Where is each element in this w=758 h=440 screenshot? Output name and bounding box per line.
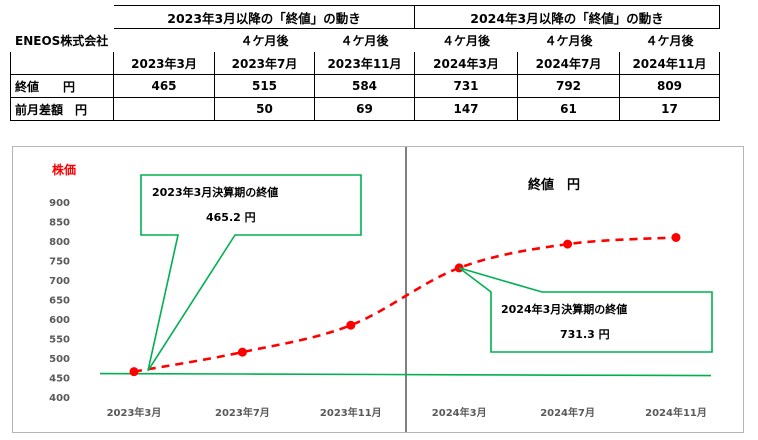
- diff-value: 50: [214, 97, 315, 121]
- close-value: 465: [113, 74, 215, 98]
- table-after-row: ENEOS株式会社 ４ケ月後 ４ケ月後 ４ケ月後 ４ケ月後 ４ケ月後: [11, 29, 720, 52]
- x-tick-label: 2024年11月: [645, 406, 707, 419]
- y-tick-label: 850: [49, 218, 70, 229]
- diff-value: 61: [517, 97, 620, 121]
- table-header-row: 2023年3月以降の「終値」の動き 2024年3月以降の「終値」の動き: [11, 5, 720, 29]
- table-row-diff: 前月差額 円 50 69 147 61 17: [10, 97, 720, 121]
- y-tick-label: 700: [49, 276, 70, 287]
- diff-value: 17: [619, 97, 720, 121]
- price-point: [346, 320, 356, 330]
- row-label-diff: 前月差額 円: [10, 97, 114, 121]
- callout-2024-box: [458, 267, 713, 353]
- y-tick-label: 600: [49, 315, 70, 326]
- callout-2023-box: [140, 174, 362, 372]
- after-label: ４ケ月後: [645, 33, 694, 48]
- price-table: 2023年3月以降の「終値」の動き 2024年3月以降の「終値」の動き ENEO…: [10, 5, 720, 121]
- chart-title: 終値 円: [528, 177, 580, 193]
- callout-2023-title: 2023年3月決算期の終値: [152, 185, 278, 199]
- month-header: 2023年7月: [214, 51, 315, 75]
- after-label: ４ケ月後: [240, 33, 289, 48]
- group-header-2024: 2024年3月以降の「終値」の動き: [414, 5, 720, 29]
- x-tick-label: 2024年7月: [540, 406, 595, 419]
- callout-2023-value: 465.2 円: [206, 211, 256, 224]
- month-header: 2023年3月: [113, 51, 215, 75]
- y-tick-label: 450: [49, 374, 70, 385]
- close-value: 584: [314, 74, 415, 98]
- table-row-close: 終値 円 465 515 584 731 792 809: [10, 74, 720, 98]
- price-point: [237, 347, 247, 357]
- month-header: 2024年11月: [619, 51, 720, 75]
- callout-2024-value: 731.3 円: [560, 328, 610, 341]
- after-label: ４ケ月後: [441, 33, 490, 48]
- diff-value: 147: [414, 97, 518, 121]
- month-header: 2024年7月: [517, 51, 620, 75]
- diff-value: [113, 97, 215, 121]
- y-tick-label: 550: [49, 335, 70, 346]
- price-point: [671, 232, 681, 242]
- y-tick-label: 400: [49, 393, 70, 404]
- y-tick-label: 750: [49, 257, 70, 268]
- diff-value: 69: [314, 97, 415, 121]
- group-header-2023: 2023年3月以降の「終値」の動き: [113, 5, 415, 29]
- y-tick-label: 650: [49, 296, 70, 307]
- x-tick-label: 2024年3月: [432, 406, 487, 419]
- y-tick-label: 500: [49, 354, 70, 365]
- x-tick-label: 2023年7月: [215, 406, 270, 419]
- x-tick-label: 2023年3月: [107, 406, 162, 419]
- y-tick-label: 800: [49, 237, 70, 248]
- y-axis-label: 株価: [52, 162, 76, 177]
- close-value: 731: [414, 74, 518, 98]
- callout-2024-title: 2024年3月決算期の終値: [501, 302, 627, 316]
- close-value: 515: [214, 74, 315, 98]
- after-label: ４ケ月後: [544, 33, 593, 48]
- chart-frame: [12, 146, 744, 433]
- x-tick-label: 2023年11月: [320, 406, 382, 419]
- y-tick-label: 900: [49, 198, 70, 209]
- price-series-line: [133, 236, 677, 373]
- company-name: ENEOS株式会社: [15, 33, 109, 48]
- after-label: ４ケ月後: [340, 33, 389, 48]
- close-value: 792: [517, 74, 620, 98]
- baseline-series-line: [99, 372, 712, 377]
- price-point: [129, 367, 139, 377]
- price-point: [563, 239, 573, 249]
